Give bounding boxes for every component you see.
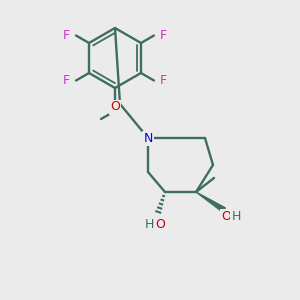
Text: O: O <box>110 100 120 113</box>
Text: O: O <box>221 209 231 223</box>
Text: O: O <box>155 218 165 232</box>
Polygon shape <box>196 192 225 212</box>
Text: H: H <box>231 209 241 223</box>
Text: F: F <box>63 74 70 87</box>
Text: F: F <box>160 29 167 42</box>
Text: F: F <box>160 74 167 87</box>
Text: H: H <box>144 218 154 232</box>
Text: F: F <box>63 29 70 42</box>
Text: N: N <box>143 131 153 145</box>
